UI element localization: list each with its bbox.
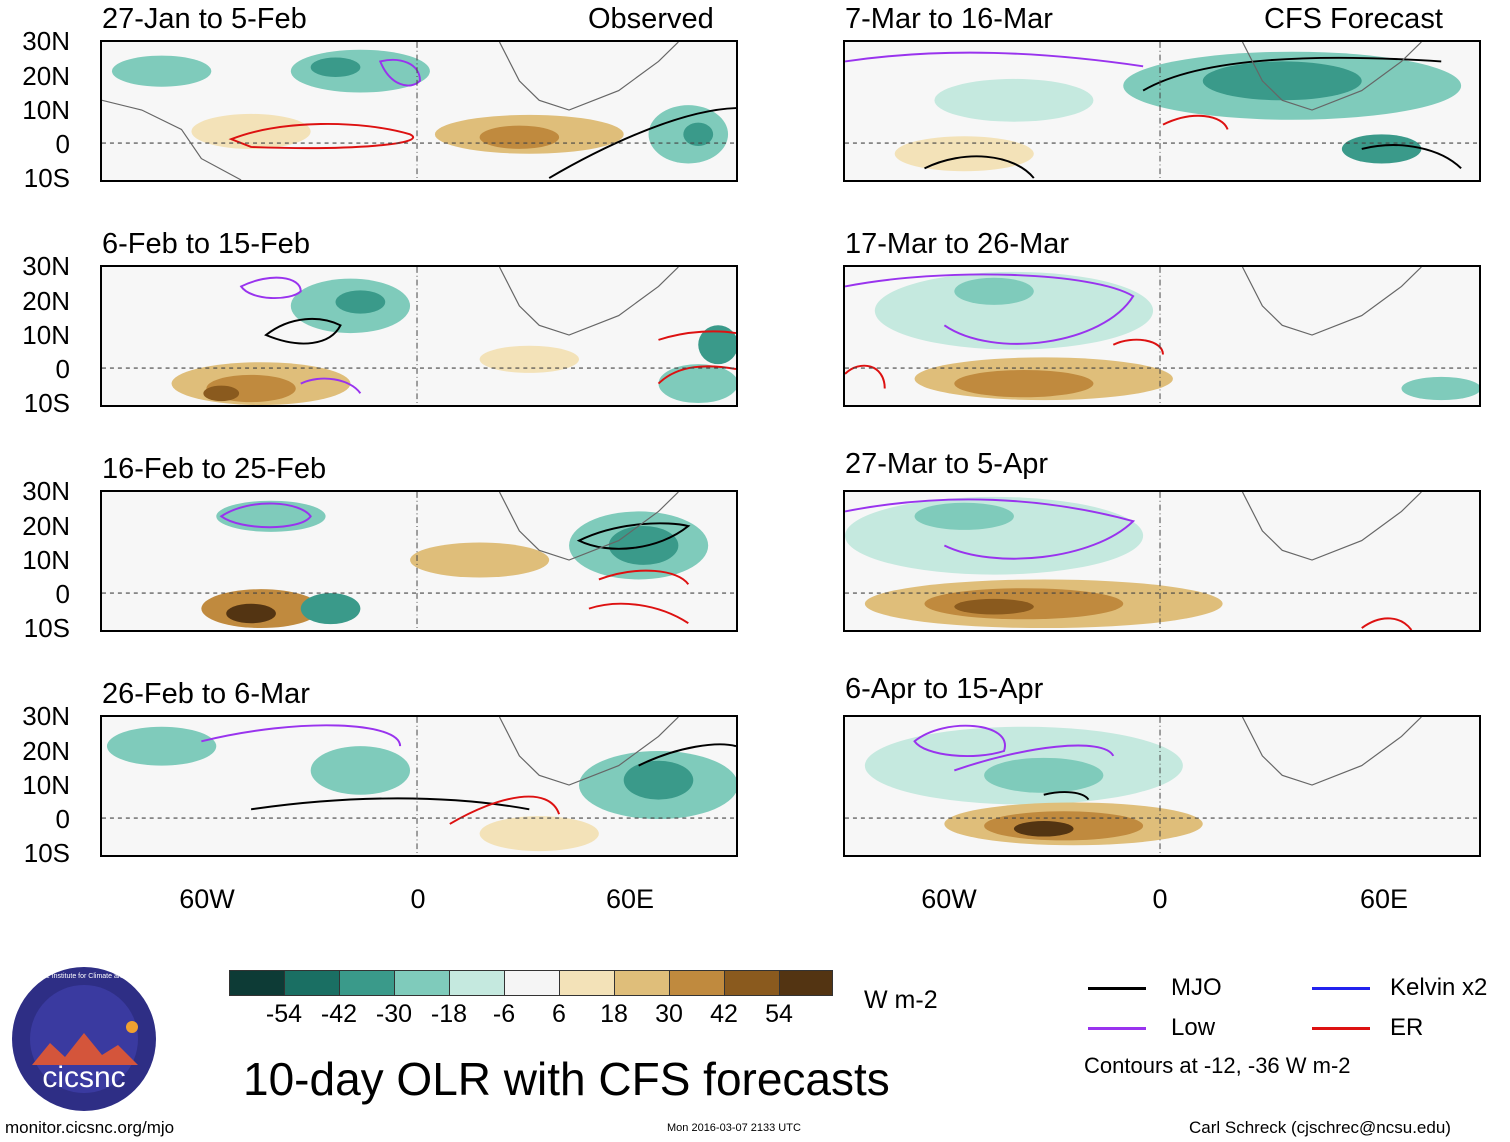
map-panel-left-3	[100, 490, 738, 632]
colorbar-label: -54	[265, 1000, 303, 1028]
olr-map	[845, 42, 1479, 180]
panel-title-right-1: 7-Mar to 16-Mar	[845, 3, 1053, 35]
colorbar-swatch	[394, 970, 450, 996]
colorbar-swatch	[779, 970, 833, 996]
olr-map	[102, 717, 736, 855]
colorbar-swatch	[614, 970, 670, 996]
lon-label-right-0: 0	[1152, 884, 1168, 914]
panel-title-left-2: 6-Feb to 15-Feb	[102, 228, 310, 260]
figure-title: 10-day OLR with CFS forecasts	[243, 1053, 890, 1105]
footer-url: monitor.cicsnc.org/mjo	[5, 1118, 175, 1137]
lat-label: 0	[55, 579, 70, 609]
lat-label: 10S	[23, 388, 70, 418]
olr-map	[845, 492, 1479, 630]
panel-title-left-4: 26-Feb to 6-Mar	[102, 678, 310, 710]
colorbar-swatch	[559, 970, 615, 996]
lat-label: 20N	[22, 286, 70, 316]
olr-map	[102, 42, 736, 180]
lat-label: 10S	[23, 163, 70, 193]
colorbar-swatch	[724, 970, 780, 996]
map-panel-left-4	[100, 715, 738, 857]
legend-label-mjo: MJO	[1171, 974, 1222, 1001]
legend-line-low	[1088, 1027, 1146, 1030]
map-panel-right-2	[843, 265, 1481, 407]
colorbar-swatch	[284, 970, 340, 996]
legend-line-kelvin	[1312, 987, 1370, 990]
lat-label: 10N	[22, 545, 70, 575]
legend-label-er: ER	[1390, 1014, 1424, 1041]
panel-title-right-4: 6-Apr to 15-Apr	[845, 673, 1044, 705]
legend-line-er	[1312, 1027, 1370, 1030]
panel-title-right-3: 27-Mar to 5-Apr	[845, 448, 1049, 480]
legend-label-low: Low	[1171, 1014, 1216, 1041]
lon-label-left-0: 0	[410, 884, 426, 914]
panel-title-right-2: 17-Mar to 26-Mar	[845, 228, 1070, 260]
lat-label: 20N	[22, 511, 70, 541]
colorbar-swatch	[504, 970, 560, 996]
map-panel-right-3	[843, 490, 1481, 632]
colorbar-label: -42	[320, 1000, 358, 1028]
logo-ring-text: Cooperative Institute for Climate and Sa…	[12, 973, 156, 980]
lon-label-right-60w: 60W	[921, 884, 977, 914]
map-panel-right-1	[843, 40, 1481, 182]
footer-author: Carl Schreck (cjschrec@ncsu.edu)	[1189, 1118, 1451, 1137]
cicsnc-logo: cicsnc Cooperative Institute for Climate…	[10, 965, 158, 1113]
colorbar-label: 6	[552, 1000, 566, 1028]
panel-title-left-3: 16-Feb to 25-Feb	[102, 453, 327, 485]
colorbar-label: -18	[430, 1000, 468, 1028]
lon-label-left-60w: 60W	[179, 884, 235, 914]
lat-label: 0	[55, 354, 70, 384]
colorbar-label: 54	[765, 1000, 793, 1028]
colorbar-units: W m-2	[864, 986, 938, 1014]
lat-label: 10S	[23, 613, 70, 643]
map-panel-left-2	[100, 265, 738, 407]
colorbar-label: 42	[710, 1000, 738, 1028]
lat-label: 20N	[22, 736, 70, 766]
lat-label: 10N	[22, 95, 70, 125]
olr-map	[845, 717, 1479, 855]
colorbar-label: -6	[492, 1000, 516, 1028]
lat-label: 0	[55, 129, 70, 159]
colorbar-swatch	[339, 970, 395, 996]
colorbar-swatch	[229, 970, 285, 996]
lat-label: 30N	[22, 251, 70, 281]
cicsnc-logo-graphic	[12, 967, 156, 1111]
legend-line-mjo	[1088, 987, 1146, 990]
panel-title-left-1: 27-Jan to 5-Feb	[102, 3, 307, 35]
lat-label: 0	[55, 804, 70, 834]
observed-label: Observed	[588, 3, 714, 35]
map-panel-right-4	[843, 715, 1481, 857]
olr-map	[102, 267, 736, 405]
lon-label-left-60e: 60E	[605, 884, 655, 914]
colorbar-label: 18	[600, 1000, 628, 1028]
lat-label: 30N	[22, 701, 70, 731]
colorbar-label: 30	[655, 1000, 683, 1028]
olr-map	[102, 492, 736, 630]
colorbar-label: -30	[375, 1000, 413, 1028]
colorbar-swatch	[449, 970, 505, 996]
contour-note: Contours at -12, -36 W m-2	[1084, 1053, 1351, 1078]
olr-map	[845, 267, 1479, 405]
lat-label: 30N	[22, 476, 70, 506]
footer-timestamp: Mon 2016-03-07 2133 UTC	[667, 1122, 801, 1134]
lat-label: 10N	[22, 320, 70, 350]
logo-text: cicsnc	[42, 1061, 126, 1094]
lon-label-right-60e: 60E	[1359, 884, 1409, 914]
lat-label: 10N	[22, 770, 70, 800]
lat-label: 30N	[22, 26, 70, 56]
cfs-forecast-label: CFS Forecast	[1264, 3, 1443, 35]
lat-label: 10S	[23, 838, 70, 868]
colorbar-swatch	[669, 970, 725, 996]
lat-label: 20N	[22, 61, 70, 91]
legend-label-kelvin: Kelvin x2	[1390, 974, 1488, 1001]
map-panel-left-1	[100, 40, 738, 182]
